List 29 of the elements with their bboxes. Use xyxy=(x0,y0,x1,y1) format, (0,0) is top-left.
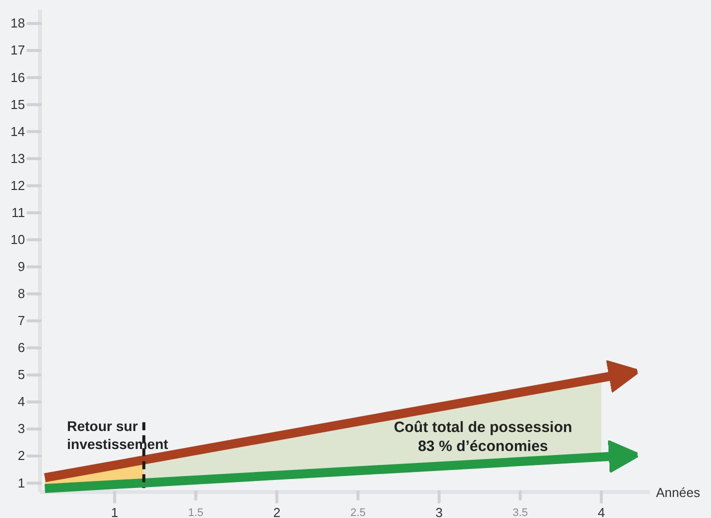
x-tick-label: 3.5 xyxy=(512,506,528,518)
x-tick-label: 1 xyxy=(111,505,118,518)
annotation: Coût total de possession xyxy=(394,419,572,436)
x-tick-label: 2 xyxy=(273,505,280,518)
y-tick-label: 3 xyxy=(18,421,25,436)
x-tick-label: 1.5 xyxy=(188,506,204,518)
annotation: 83 % d’économies xyxy=(418,438,548,455)
y-tick-label: 10 xyxy=(10,232,25,247)
y-tick-label: 18 xyxy=(10,16,25,31)
y-tick-label: 6 xyxy=(18,340,25,356)
y-tick-label: 14 xyxy=(10,124,25,139)
y-tick-label: 4 xyxy=(18,394,25,410)
y-tick-label: 15 xyxy=(10,96,25,112)
y-tick-label: 2 xyxy=(18,448,25,464)
x-tick-label: 3 xyxy=(435,505,443,518)
x-axis-title: Années xyxy=(656,485,701,500)
y-tick-label: 8 xyxy=(18,286,25,302)
y-tick-label: 5 xyxy=(18,367,25,382)
y-tick-label: 11 xyxy=(12,204,25,220)
x-tick-label: 2.5 xyxy=(350,506,366,518)
y-tick-label: 1 xyxy=(18,475,25,490)
ref-line-label: Retour sur investissement xyxy=(67,418,168,452)
y-tick-label: 12 xyxy=(10,178,25,193)
y-tick-label: 7 xyxy=(18,313,25,328)
y-tick-label: 13 xyxy=(10,150,25,166)
y-tick-label: 16 xyxy=(10,70,25,85)
y-tick-label: 17 xyxy=(10,42,25,58)
y-tick-label: 9 xyxy=(18,258,25,274)
x-tick-label: 4 xyxy=(598,505,605,518)
